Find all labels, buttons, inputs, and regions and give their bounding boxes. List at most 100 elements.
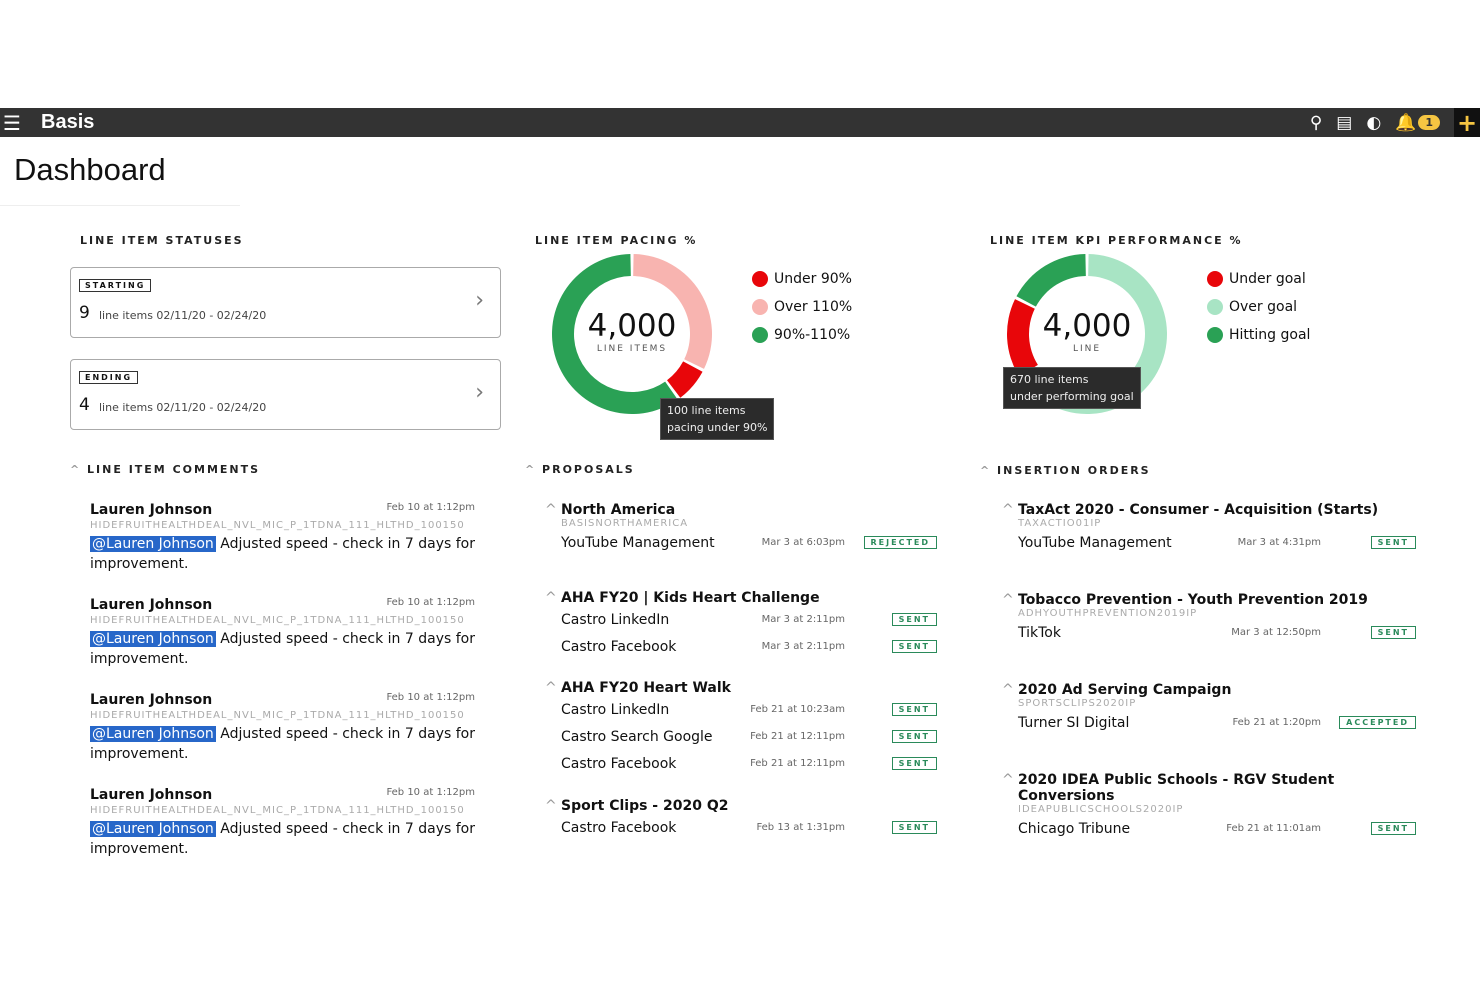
- chevron-up-icon[interactable]: ^: [1002, 502, 1014, 518]
- comment-item[interactable]: Lauren Johnson Feb 10 at 1:12pm HIDEFRUI…: [90, 692, 475, 764]
- proposals-group: ^ Sport Clips - 2020 Q2 Castro Facebook Feb…: [545, 798, 937, 841]
- donut-center-label: LINE ITEMS: [596, 344, 668, 354]
- legend-swatch: [752, 271, 768, 287]
- legend-label: Over 110%: [774, 299, 853, 315]
- status-card[interactable]: ENDING 4 line items 02/11/20 - 02/24/20 …: [70, 359, 501, 430]
- status-card[interactable]: STARTING 9 line items 02/11/20 - 02/24/2…: [70, 267, 501, 338]
- status-badge: SENT: [1370, 536, 1416, 549]
- help-icon[interactable]: ◐: [1366, 112, 1382, 133]
- legend-item: Under 90%: [752, 265, 852, 293]
- group-header[interactable]: ^ 2020 IDEA Public Schools - RGV Student …: [1002, 772, 1416, 804]
- proposals-row[interactable]: Castro Search Google Feb 21 at 12:11pm SEN…: [561, 723, 937, 750]
- chevron-up-icon[interactable]: ^: [1002, 592, 1014, 608]
- chevron-up-icon[interactable]: ^: [545, 680, 557, 696]
- orders-row[interactable]: TikTok Mar 3 at 12:50pm SENT: [1018, 619, 1416, 646]
- proposals-row[interactable]: Castro Facebook Feb 13 at 1:31pm SENT: [561, 814, 937, 841]
- search-icon[interactable]: ⚲: [1309, 112, 1323, 133]
- mention-tag[interactable]: @Lauren Johnson: [90, 536, 216, 552]
- row-date: Feb 21 at 11:01am: [1226, 823, 1321, 834]
- status-badge: SENT: [891, 730, 937, 743]
- vendor-name: Castro Search Google: [561, 728, 713, 745]
- bell-icon[interactable]: 🔔: [1395, 112, 1417, 133]
- orders-row[interactable]: YouTube Management Mar 3 at 4:31pm SENT: [1018, 529, 1416, 556]
- comment-author: Lauren Johnson: [90, 502, 213, 518]
- section-title-proposals[interactable]: ^ PROPOSALS: [525, 463, 635, 476]
- donut-center: 4,000 LINE: [1027, 308, 1147, 354]
- section-title-orders[interactable]: ^ INSERTION ORDERS: [980, 464, 1151, 477]
- row-date: Feb 13 at 1:31pm: [756, 822, 845, 833]
- group-name: TaxAct 2020 - Consumer - Acquisition (St…: [1018, 502, 1379, 518]
- mention-tag[interactable]: @Lauren Johnson: [90, 631, 216, 647]
- tooltip-line: under performing goal: [1010, 390, 1134, 403]
- row-date: Feb 21 at 12:11pm: [750, 758, 845, 769]
- legend-label: Hitting goal: [1229, 327, 1311, 343]
- legend-swatch: [1207, 327, 1223, 343]
- legend-item: 90%-110%: [752, 321, 852, 349]
- donut-slice-under-90-[interactable]: [667, 361, 703, 398]
- section-title-comments[interactable]: ^ LINE ITEM COMMENTS: [70, 463, 261, 476]
- proposals-row[interactable]: Castro LinkedIn Mar 3 at 2:11pm SENT: [561, 606, 937, 633]
- proposals-row[interactable]: YouTube Management Mar 3 at 6:03pm REJECTE…: [561, 529, 937, 556]
- status-count: 9: [79, 303, 90, 323]
- comment-text: Adjusted speed - check in 7 days for imp…: [90, 821, 475, 857]
- top-nav-bar: ☰ Basis ⚲ ▤ ◐ 🔔 1 +: [0, 108, 1480, 137]
- group-name: 2020 Ad Serving Campaign: [1018, 682, 1232, 698]
- mention-tag[interactable]: @Lauren Johnson: [90, 726, 216, 742]
- proposals-row[interactable]: Castro Facebook Mar 3 at 2:11pm SENT: [561, 633, 937, 660]
- comment-item[interactable]: Lauren Johnson Feb 10 at 1:12pm HIDEFRUI…: [90, 787, 475, 859]
- group-id: ADHYOUTHPREVENTION2019IP: [1018, 608, 1198, 619]
- legend-label: Under 90%: [774, 271, 852, 287]
- chart-legend: Under 90% Over 110% 90%-110%: [752, 265, 852, 349]
- donut-slice-hitting-goal[interactable]: [1016, 254, 1086, 307]
- plus-icon[interactable]: +: [1454, 108, 1480, 137]
- book-icon[interactable]: ▤: [1336, 112, 1353, 133]
- chevron-up-icon[interactable]: ^: [1002, 682, 1014, 698]
- legend-item: Over 110%: [752, 293, 852, 321]
- group-header[interactable]: ^ TaxAct 2020 - Consumer - Acquisition (S…: [1002, 502, 1416, 518]
- group-header[interactable]: ^ 2020 Ad Serving Campaign: [1002, 682, 1416, 698]
- vendor-name: Castro Facebook: [561, 755, 677, 772]
- mention-tag[interactable]: @Lauren Johnson: [90, 821, 216, 837]
- status-tag: STARTING: [79, 279, 152, 292]
- group-header[interactable]: ^ Tobacco Prevention - Youth Prevention 2…: [1002, 592, 1416, 608]
- status-count: 4: [79, 395, 90, 415]
- proposals-row[interactable]: Castro Facebook Feb 21 at 12:11pm SENT: [561, 750, 937, 777]
- comment-text: Adjusted speed - check in 7 days for imp…: [90, 631, 475, 667]
- row-date: Mar 3 at 2:11pm: [761, 614, 845, 625]
- comment-time: Feb 10 at 1:12pm: [386, 692, 475, 703]
- group-header[interactable]: ^ AHA FY20 | Kids Heart Challenge: [545, 590, 937, 606]
- hamburger-menu-icon[interactable]: ☰: [3, 110, 21, 135]
- group-name: Tobacco Prevention - Youth Prevention 20…: [1018, 592, 1368, 608]
- legend-label: Over goal: [1229, 299, 1298, 315]
- orders-row[interactable]: Turner SI Digital Feb 21 at 1:20pm ACCEPTE…: [1018, 709, 1416, 736]
- row-date: Mar 3 at 6:03pm: [761, 537, 845, 548]
- vendor-name: Castro Facebook: [561, 819, 677, 836]
- chevron-up-icon[interactable]: ^: [1002, 772, 1014, 788]
- legend-item: Over goal: [1207, 293, 1310, 321]
- comment-item[interactable]: Lauren Johnson Feb 10 at 1:12pm HIDEFRUI…: [90, 597, 475, 669]
- comment-author: Lauren Johnson: [90, 692, 213, 708]
- proposals-row[interactable]: Castro LinkedIn Feb 21 at 10:23am SENT: [561, 696, 937, 723]
- chevron-up-icon[interactable]: ^: [545, 590, 557, 606]
- group-name: Sport Clips - 2020 Q2: [561, 798, 729, 814]
- group-header[interactable]: ^ Sport Clips - 2020 Q2: [545, 798, 937, 814]
- notification-badge[interactable]: 1: [1418, 115, 1440, 130]
- divider: [0, 205, 240, 206]
- section-title-pacing: LINE ITEM PACING %: [535, 234, 698, 247]
- group-header[interactable]: ^ AHA FY20 Heart Walk: [545, 680, 937, 696]
- chevron-up-icon[interactable]: ^: [545, 798, 557, 814]
- orders-row[interactable]: Chicago Tribune Feb 21 at 11:01am SENT: [1018, 815, 1416, 842]
- vendor-name: Castro LinkedIn: [561, 611, 670, 628]
- comment-item[interactable]: Lauren Johnson Feb 10 at 1:12pm HIDEFRUI…: [90, 502, 475, 574]
- chevron-up-icon[interactable]: ^: [545, 502, 557, 518]
- chart-tooltip: 100 line items pacing under 90%: [660, 398, 775, 440]
- legend-swatch: [752, 299, 768, 315]
- status-tag: ENDING: [79, 371, 139, 384]
- vendor-name: Turner SI Digital: [1018, 714, 1130, 731]
- tooltip-line: 100 line items: [667, 404, 746, 417]
- brand-logo[interactable]: Basis: [41, 111, 95, 133]
- status-badge: SENT: [891, 640, 937, 653]
- orders-group: ^ 2020 Ad Serving Campaign SPORTSCLIPS2020…: [1002, 682, 1416, 736]
- orders-group: ^ TaxAct 2020 - Consumer - Acquisition (S…: [1002, 502, 1416, 556]
- group-header[interactable]: ^ North America: [545, 502, 937, 518]
